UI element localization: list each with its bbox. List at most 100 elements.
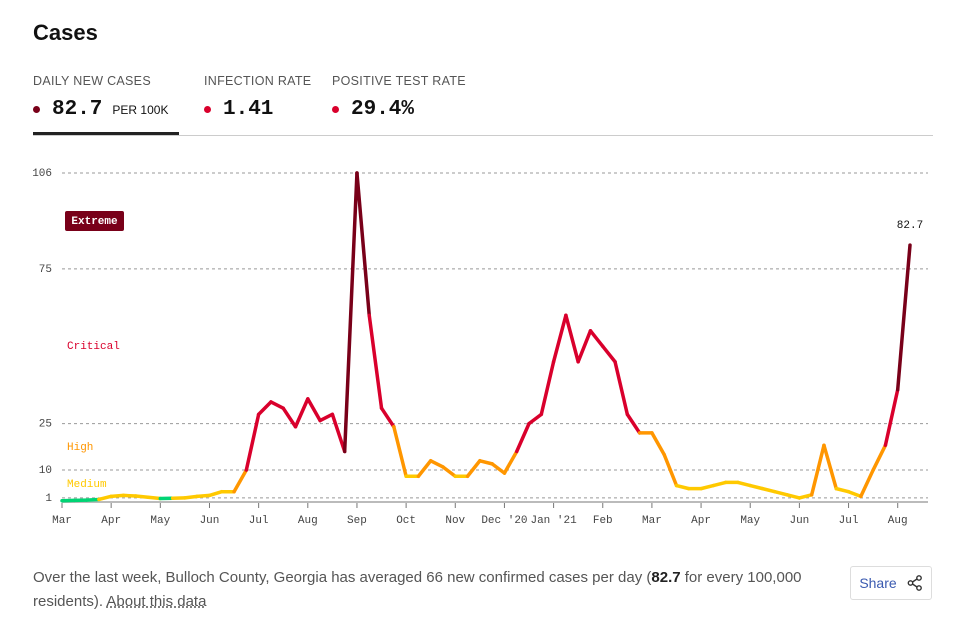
value-label: 82.7	[897, 220, 923, 232]
line-segment	[748, 483, 765, 491]
line-segment	[760, 486, 777, 494]
share-icon	[907, 575, 922, 591]
line-segment	[711, 480, 728, 488]
line-segment	[183, 494, 199, 500]
x-tick-label: Apr	[101, 515, 121, 527]
line-segment	[465, 459, 482, 478]
x-tick-label: Nov	[445, 515, 465, 527]
y-tick-label: 25	[39, 419, 52, 431]
metric-value-row: 1.41	[204, 98, 311, 121]
metric-value-row: 82.7 PER 100K	[33, 98, 168, 121]
level-label: Critical	[67, 341, 120, 353]
about-link[interactable]: About this data	[106, 593, 207, 610]
line-segment	[797, 493, 814, 500]
x-tick-label: Aug	[888, 515, 908, 527]
line-segment	[662, 452, 679, 488]
line-segment	[146, 495, 163, 501]
line-segment	[244, 412, 261, 472]
metric-label: POSITIVE TEST RATE	[332, 74, 466, 88]
metric-dot	[33, 106, 40, 113]
title: Cases	[33, 20, 98, 45]
metric-tab[interactable]: INFECTION RATE 1.41	[204, 74, 311, 121]
line-segment	[207, 489, 224, 498]
line-segment	[785, 493, 802, 500]
line-segment	[674, 483, 691, 491]
line-segment	[195, 493, 212, 499]
x-tick-label: Dec '20	[481, 515, 527, 527]
line-segment	[330, 412, 347, 454]
line-segment	[625, 412, 642, 435]
line-segment	[650, 431, 666, 457]
line-segment	[355, 171, 371, 318]
footer: Over the last week, Bulloch County, Geor…	[33, 566, 813, 614]
line-segment	[281, 406, 298, 429]
line-segment	[564, 313, 580, 364]
level-label: High	[67, 442, 93, 454]
x-tick-label: Jul	[249, 515, 269, 527]
line-segment	[490, 462, 507, 475]
divider	[33, 135, 933, 136]
tab-underline	[33, 132, 179, 135]
line-segment	[367, 313, 384, 410]
metric-label: INFECTION RATE	[204, 74, 312, 88]
x-tick-label: Jun	[200, 515, 220, 527]
line-segment	[736, 480, 752, 488]
line-segment	[318, 412, 335, 423]
y-tick-label: 106	[32, 168, 52, 180]
metric-tab[interactable]: POSITIVE TEST RATE 29.4%	[332, 74, 466, 121]
line-segment	[514, 421, 531, 454]
x-tick-label: Feb	[593, 515, 613, 527]
metric-value-row: 29.4%	[332, 98, 466, 121]
x-tick-label: May	[150, 515, 170, 527]
line-segment	[822, 443, 839, 491]
line-segment	[392, 424, 408, 478]
line-segment	[416, 459, 433, 478]
x-tick-label: Jan '21	[530, 515, 577, 527]
line-segment	[478, 459, 494, 466]
line-segment	[133, 494, 150, 500]
x-tick-label: Mar	[52, 515, 72, 527]
line-segment	[109, 493, 126, 499]
line-segment	[773, 489, 789, 497]
line-segment	[428, 459, 445, 469]
line-segment	[539, 360, 556, 417]
metric-label: DAILY NEW CASES	[33, 74, 151, 88]
line-segment	[502, 449, 519, 475]
x-tick-label: May	[740, 515, 760, 527]
y-tick-label: 10	[39, 465, 52, 477]
level-badge	[65, 210, 124, 231]
metric-dot	[204, 106, 211, 113]
metric-dot	[332, 106, 339, 113]
x-tick-label: Jun	[789, 515, 809, 527]
x-tick-label: Oct	[396, 515, 416, 527]
x-tick-label: Apr	[691, 515, 711, 527]
metric-unit: PER 100K	[112, 102, 169, 117]
metric-value: 29.4%	[351, 98, 415, 121]
line-segment	[588, 329, 605, 349]
y-tick-label: 1	[45, 493, 52, 505]
line-segment	[613, 360, 630, 417]
x-tick-label: Sep	[347, 515, 367, 527]
line-segment	[576, 329, 593, 364]
footer-text: for every 100,000 residents).	[33, 569, 802, 610]
metric-tab[interactable]: DAILY NEW CASES 82.7 PER 100K	[33, 74, 168, 121]
line-segment	[883, 387, 900, 448]
footer-text: Over the last week, Bulloch County, Geor…	[33, 569, 652, 586]
chart: 1 10 25 75 106 Medium High Critical Extreme Mar Ap…	[32, 168, 928, 527]
line-segment	[601, 344, 617, 364]
line-segment	[97, 494, 113, 502]
y-tick-label: 75	[39, 264, 52, 276]
metric-value: 1.41	[223, 98, 274, 121]
line-segment	[871, 443, 888, 472]
line-segment	[232, 468, 249, 494]
x-tick-label: Jul	[839, 515, 859, 527]
line-segment	[256, 400, 273, 417]
line-segment	[859, 468, 875, 499]
line-segment	[84, 497, 101, 502]
metric-value: 82.7	[52, 98, 103, 121]
line-segment	[269, 400, 285, 410]
share-label: Share	[859, 575, 897, 591]
x-tick-label: Aug	[298, 515, 318, 527]
share-button[interactable]: Share	[850, 566, 932, 600]
